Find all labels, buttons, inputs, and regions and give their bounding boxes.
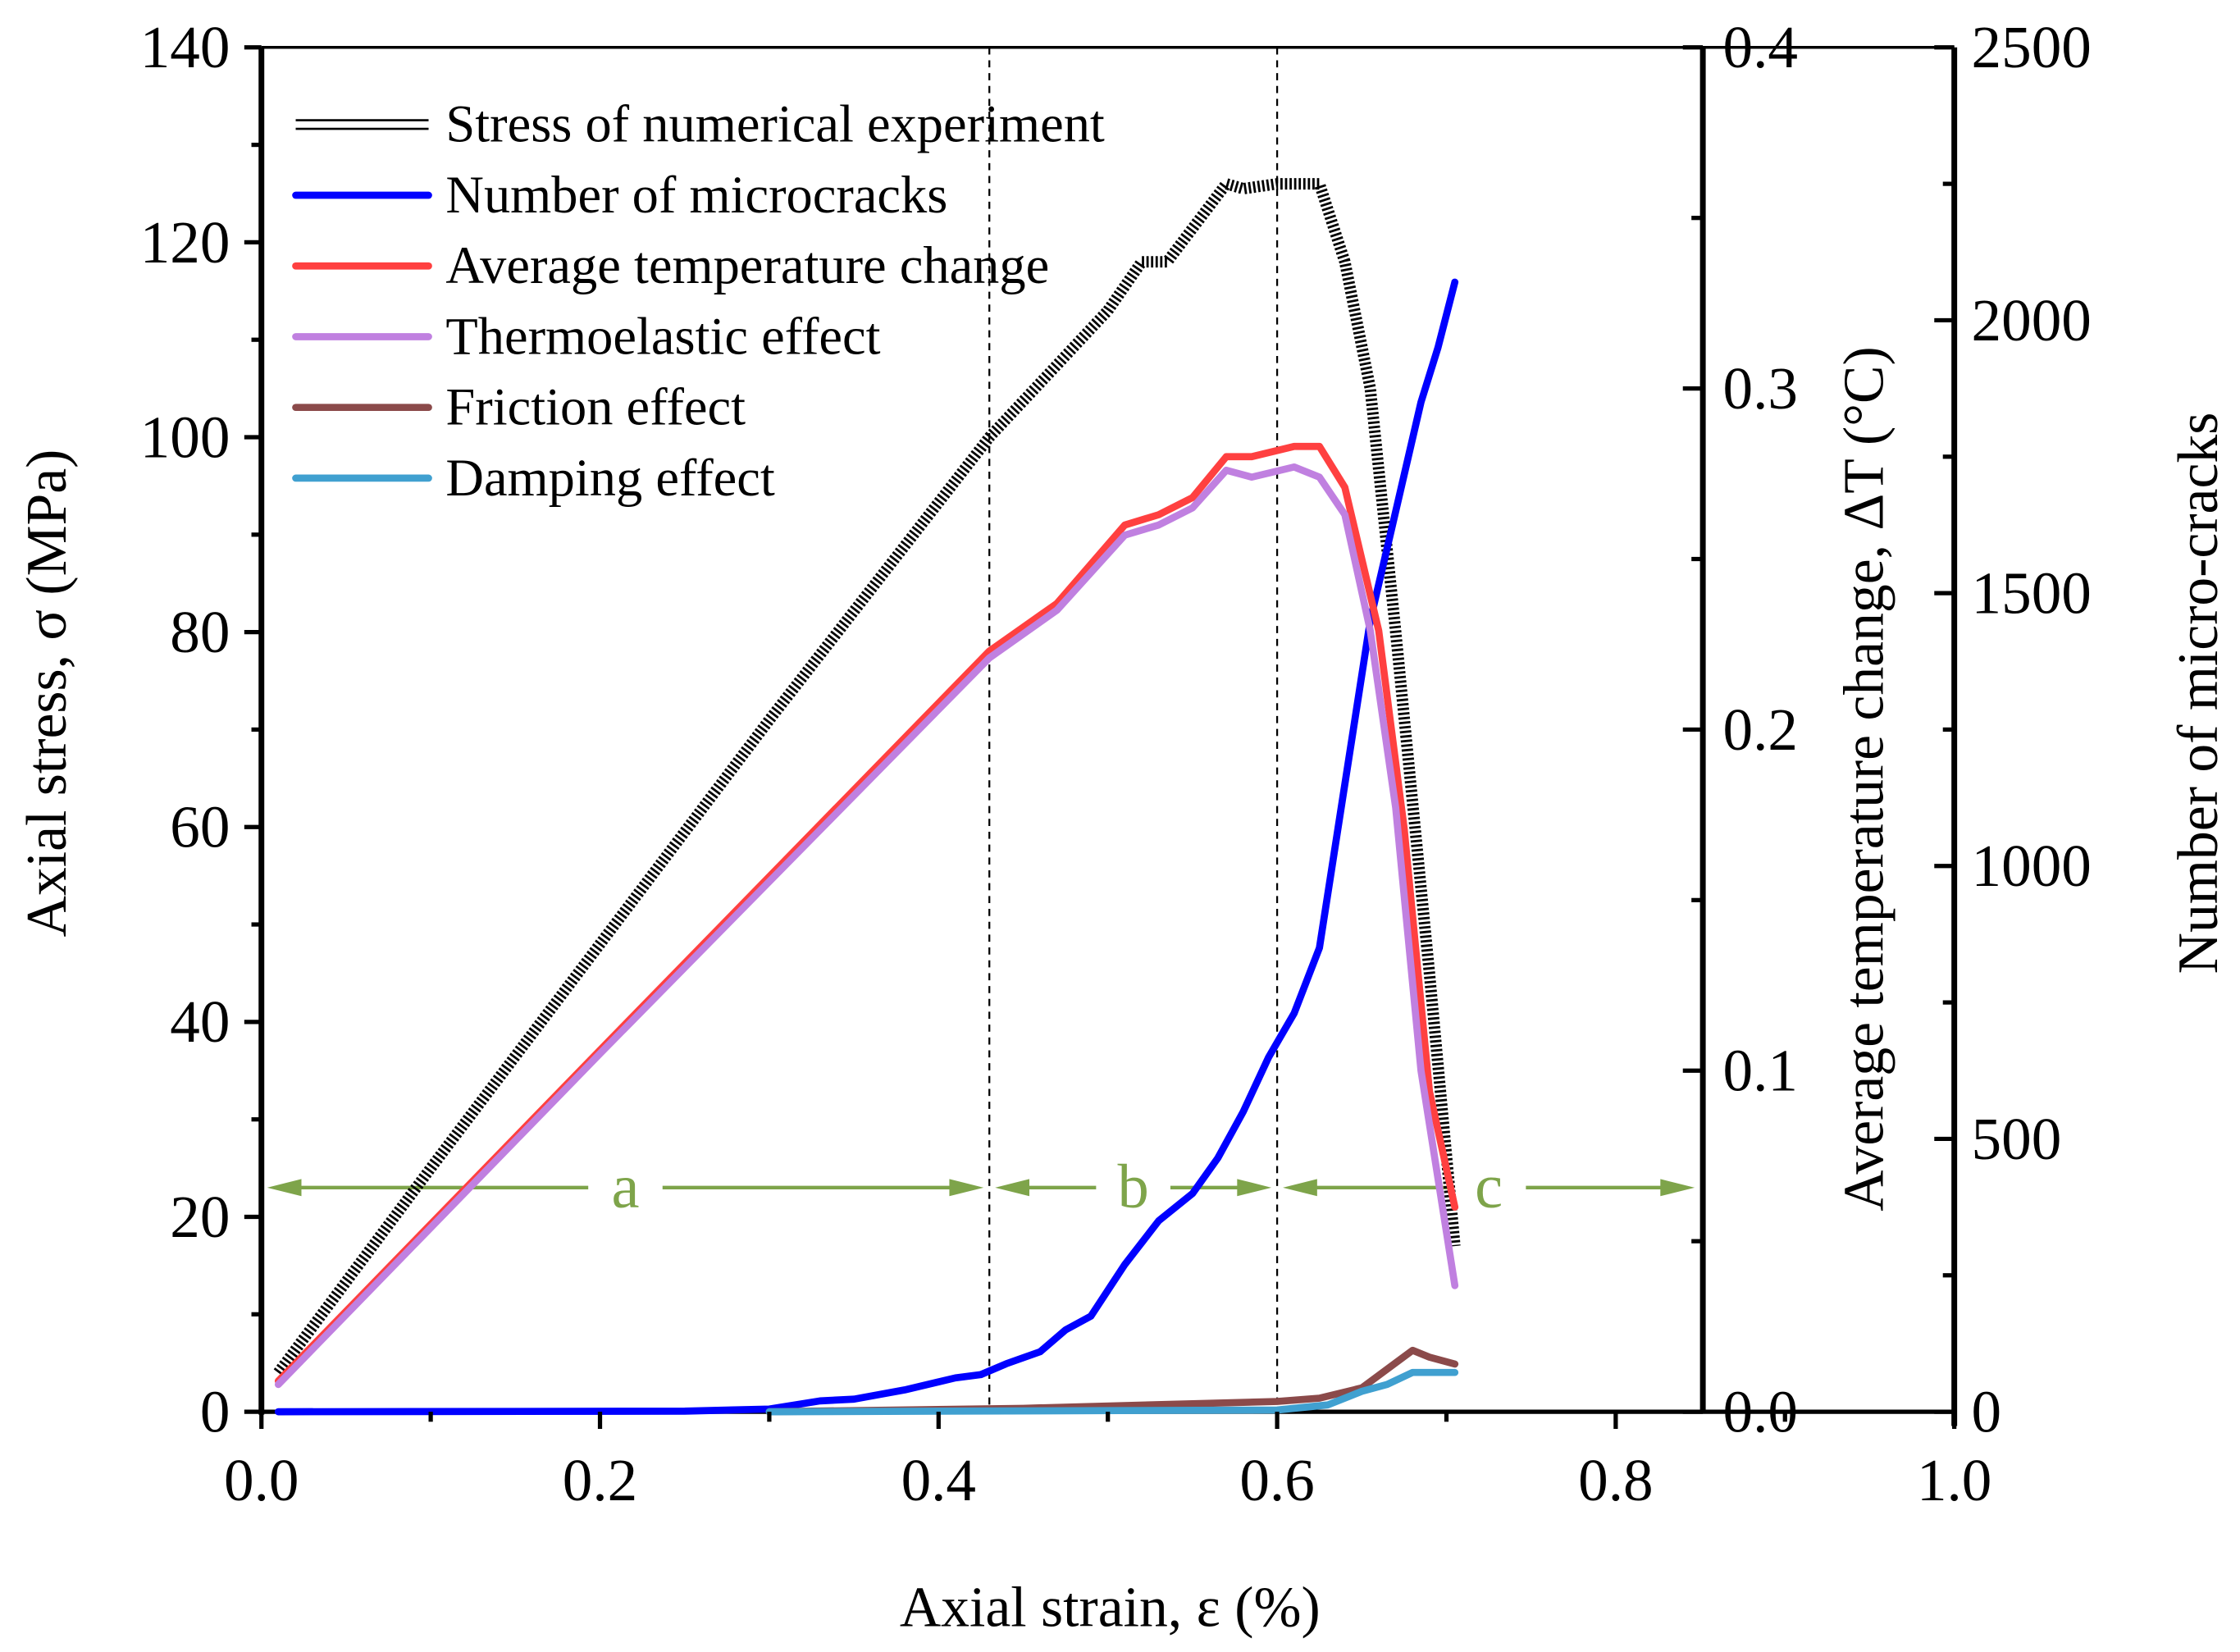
y-right1-tick-label: 0.1 [1723, 1038, 1798, 1104]
y-right1-tick-label: 0.3 [1723, 355, 1798, 422]
legend: Stress of numerical experiment Number of … [292, 95, 1105, 507]
y-left-tick-label: 120 [140, 209, 230, 276]
legend-label: Friction effect [445, 378, 746, 436]
stage-arrow-head-left [1283, 1179, 1317, 1197]
series-group: a b c [267, 177, 1695, 1416]
y-right2-tick-label: 1500 [1972, 559, 2092, 626]
y-left-tick-label: 100 [140, 404, 230, 470]
y-right2-tick-label: 1000 [1972, 833, 2092, 899]
y-left-tick-label: 20 [170, 1184, 230, 1250]
x-tick-label: 1.0 [1917, 1447, 1991, 1513]
x-axis-label: Axial strain, ε (%) [900, 1576, 1321, 1639]
y-left-axis-label: Axial stress, σ (MPa) [16, 450, 79, 938]
y-left-tick-label: 0 [200, 1378, 230, 1444]
stage-arrow-head-right [1660, 1179, 1695, 1197]
stage-arrow-head-right [949, 1179, 984, 1197]
x-tick-label: 0.6 [1239, 1447, 1314, 1513]
series-number-of-microcracks-line [274, 278, 1459, 1416]
stage-arrow-head-left [267, 1179, 302, 1197]
y-right2-tick-label: 500 [1972, 1106, 2062, 1172]
stage-arrow-head-right [1237, 1179, 1272, 1197]
y-right1-axis-label: Average temperature change, ΔT (°C) [1833, 346, 1896, 1211]
legend-label: Number of microcracks [445, 166, 947, 224]
y-right2-axis-label: Number of micro-cracks [2167, 413, 2230, 974]
y-right2-tick-label: 2500 [1972, 14, 2092, 80]
y-left-tick-label: 80 [170, 599, 230, 665]
legend-label: Damping effect [445, 449, 774, 507]
series-thermoelastic-effect-line [274, 463, 1459, 1389]
y-right1-tick-label: 0.4 [1723, 14, 1798, 80]
y-right2-tick-label: 2000 [1972, 287, 2092, 354]
stage-label-b: b [1117, 1152, 1148, 1221]
stage-label-a: a [611, 1152, 639, 1221]
x-tick-label: 0.4 [901, 1447, 976, 1513]
x-tick-label: 0.2 [563, 1447, 637, 1513]
stage-arrow-head-left [995, 1179, 1029, 1197]
ticks-group: 0.0 0.2 0.4 0.6 0.8 1.00204060801001201400.00… [140, 14, 2092, 1513]
series-average-temperature-change-line [274, 442, 1459, 1385]
legend-label: Thermoelastic effect [445, 307, 880, 365]
y-left-tick-label: 60 [170, 794, 230, 860]
legend-label: Stress of numerical experiment [445, 95, 1105, 153]
x-tick-label: 0.0 [224, 1447, 299, 1513]
legend-label: Average temperature change [445, 236, 1049, 294]
y-right1-tick-label: 0.0 [1723, 1378, 1798, 1444]
series-damping-effect-line [765, 1368, 1459, 1416]
y-left-tick-label: 140 [140, 14, 230, 80]
y-left-tick-label: 40 [170, 988, 230, 1055]
y-right2-tick-label: 0 [1972, 1378, 2002, 1444]
series-stress-of-numerical-experiment-line [273, 177, 1461, 1376]
stage-label-c: c [1475, 1152, 1503, 1221]
y-right1-tick-label: 0.2 [1723, 696, 1798, 763]
series-friction-effect-line [765, 1346, 1459, 1416]
x-tick-label: 0.8 [1578, 1447, 1653, 1513]
